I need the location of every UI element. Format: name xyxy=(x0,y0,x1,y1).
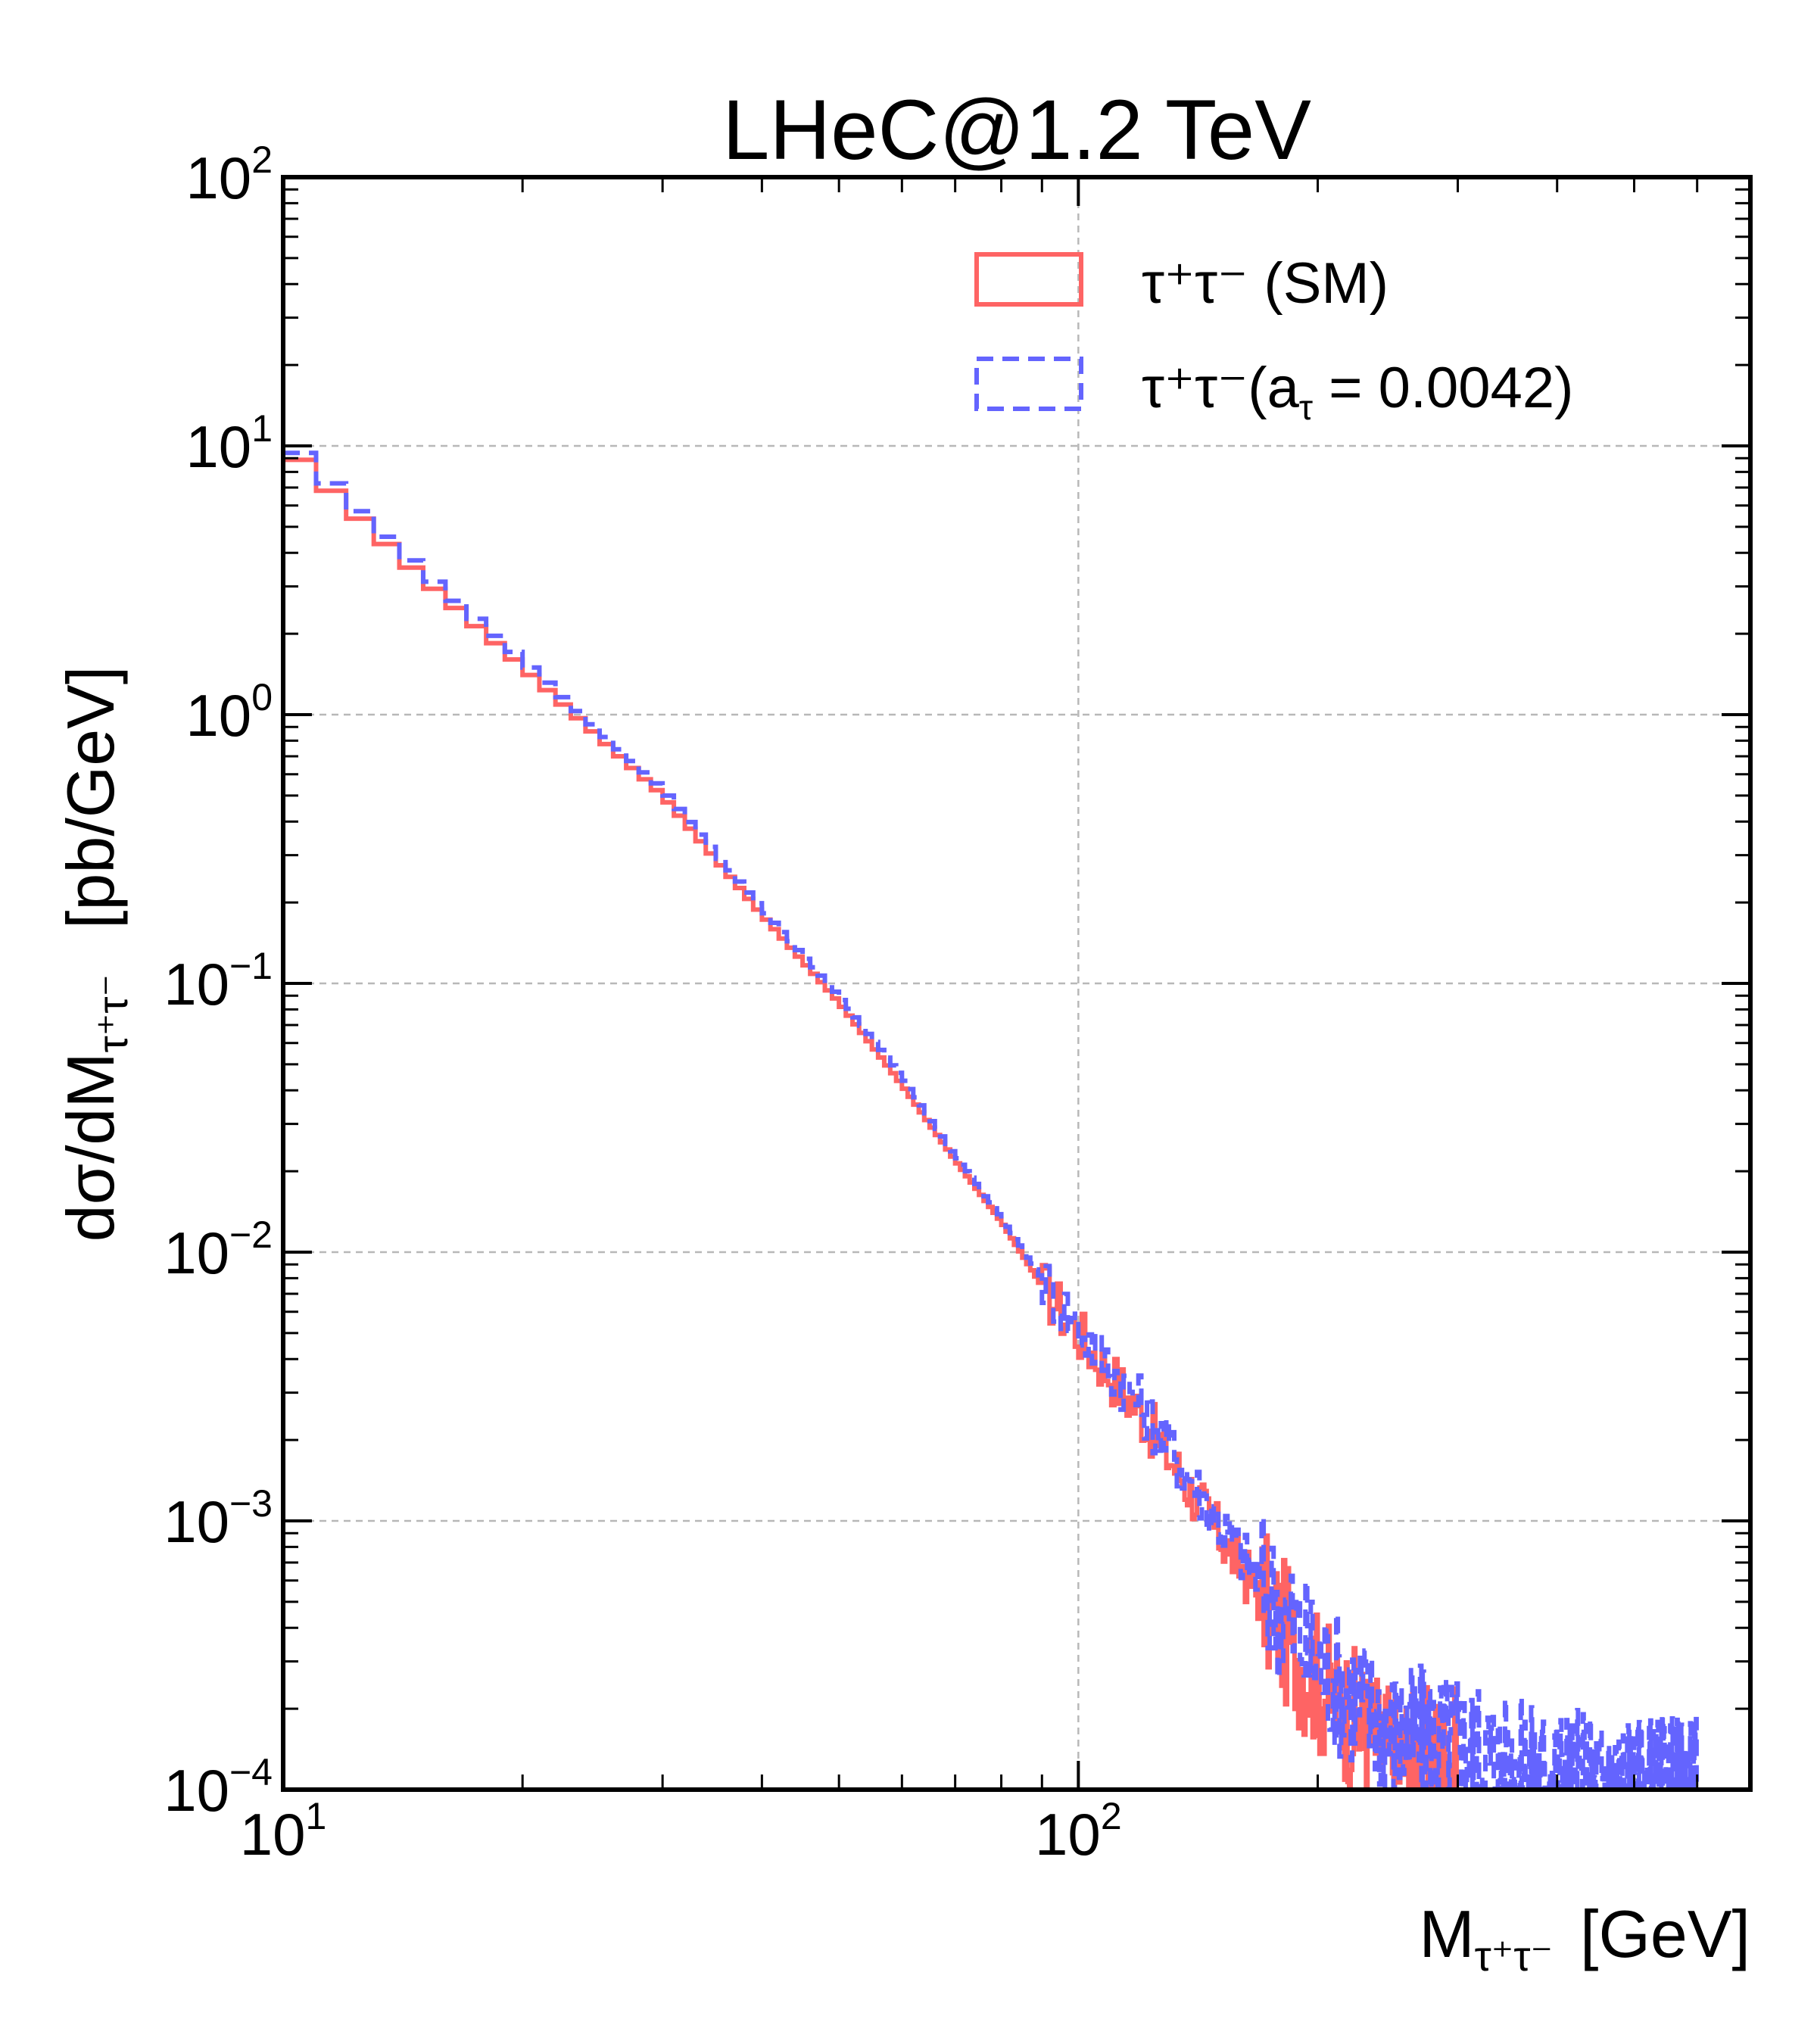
y-tick-label: 10−1 xyxy=(164,945,273,1017)
y-axis-label-base: dσ/dM xyxy=(53,1052,128,1242)
y-tick-label-exp: −2 xyxy=(229,1214,273,1256)
y-tick-label-exp: −3 xyxy=(229,1482,273,1525)
x-tick-label: 102 xyxy=(1035,1795,1122,1868)
series-sm-line xyxy=(283,457,1459,1792)
y-tick-label-base: 10 xyxy=(164,1757,229,1824)
y-tick-label-base: 10 xyxy=(185,145,251,211)
y-tick-label-base: 10 xyxy=(164,1220,229,1286)
y-axis-label: dσ/dMτ⁺τ⁻ [pb/GeV] xyxy=(53,666,136,1242)
y-tick-label-base: 10 xyxy=(164,951,229,1017)
x-tick-label-exp: 2 xyxy=(1101,1795,1122,1837)
y-tick-label-exp: −1 xyxy=(229,945,273,987)
y-tick-label-exp: 0 xyxy=(251,676,273,718)
y-axis-label-unit: [pb/GeV] xyxy=(53,666,128,929)
y-tick-label: 10−2 xyxy=(164,1214,273,1286)
chart-title: LHeC@1.2 TeV xyxy=(722,83,1311,177)
ticks xyxy=(282,176,1752,1791)
y-tick-label: 101 xyxy=(185,407,273,480)
y-tick-label: 102 xyxy=(185,139,273,211)
legend: τ⁺τ⁻ (SM) τ⁺τ⁻(aτ = 0.0042) xyxy=(974,251,1573,427)
series-at-line xyxy=(283,450,1699,1792)
legend-swatch-sm xyxy=(974,252,1083,307)
y-tick-label-base: 10 xyxy=(185,413,251,480)
y-tick-label-exp: 2 xyxy=(251,139,273,181)
x-axis-label: Mτ⁺τ⁻ [GeV] xyxy=(1419,1896,1750,1980)
legend-label-at: τ⁺τ⁻(aτ = 0.0042) xyxy=(1142,356,1573,427)
legend-swatch-at xyxy=(974,357,1083,411)
series-layer xyxy=(283,450,1699,1792)
y-tick-label: 10−3 xyxy=(164,1482,273,1555)
x-axis-label-sub: τ⁺τ⁻ xyxy=(1475,1932,1553,1980)
y-tick-label-exp: −4 xyxy=(229,1751,273,1793)
x-tick-label-exp: 1 xyxy=(305,1795,326,1837)
y-tick-label-base: 10 xyxy=(185,682,251,749)
x-tick-label: 101 xyxy=(240,1795,327,1868)
legend-label-at-main: τ⁺τ⁻(a xyxy=(1142,356,1300,420)
y-tick-label: 10−4 xyxy=(164,1751,273,1824)
y-tick-label-base: 10 xyxy=(164,1488,229,1555)
legend-label-at-sub: τ xyxy=(1299,388,1313,427)
x-tick-label-base: 10 xyxy=(1035,1801,1101,1868)
y-tick-label: 100 xyxy=(185,676,273,749)
x-axis-label-unit: [GeV] xyxy=(1580,1896,1750,1971)
y-axis-label-sub: τ⁺τ⁻ xyxy=(89,974,136,1052)
legend-label-at-rest: = 0.0042) xyxy=(1313,356,1573,420)
x-axis-label-base: M xyxy=(1419,1896,1474,1971)
y-tick-label-exp: 1 xyxy=(251,407,273,450)
x-tick-label-base: 10 xyxy=(240,1801,306,1868)
legend-label-sm: τ⁺τ⁻ (SM) xyxy=(1142,251,1388,316)
